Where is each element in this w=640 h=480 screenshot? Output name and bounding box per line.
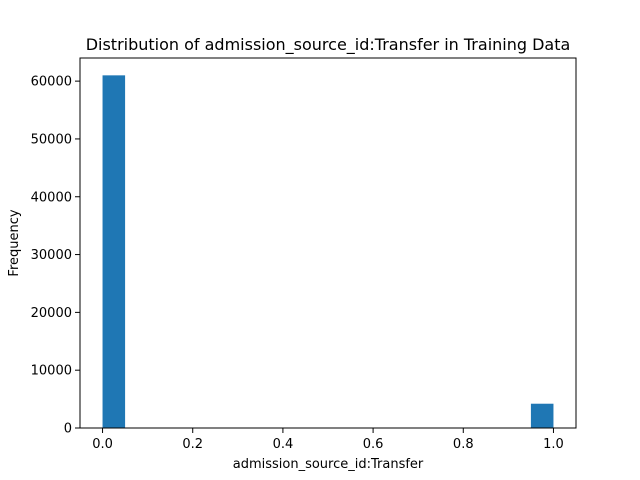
y-axis-ticks: 0 10000 20000 30000 40000 50000 60000 [31,75,80,437]
x-tick-label: 0.4 [273,437,294,452]
y-tick-label: 20000 [31,306,72,321]
y-tick-label: 60000 [31,75,72,90]
y-tick-label: 50000 [31,132,72,147]
y-tick-label: 40000 [31,190,72,205]
histogram-bar-0 [102,75,126,428]
y-tick-label: 10000 [31,364,72,379]
x-tick-label: 0.0 [92,437,113,452]
x-tick-label: 0.8 [453,437,474,452]
bars-group [102,75,554,428]
histogram-bar-1 [530,403,554,428]
x-axis-ticks: 0.0 0.2 0.4 0.6 0.8 1.0 [92,428,564,452]
x-axis-label: admission_source_id:Transfer [233,457,424,472]
x-tick-label: 0.6 [363,437,384,452]
x-tick-label: 1.0 [543,437,564,452]
y-tick-label: 0 [64,422,72,437]
x-tick-label: 0.2 [182,437,203,452]
chart-title: Distribution of admission_source_id:Tran… [86,35,571,55]
y-axis-label: Frequency [7,209,22,276]
plot-frame [79,57,577,429]
y-tick-label: 30000 [31,248,72,263]
